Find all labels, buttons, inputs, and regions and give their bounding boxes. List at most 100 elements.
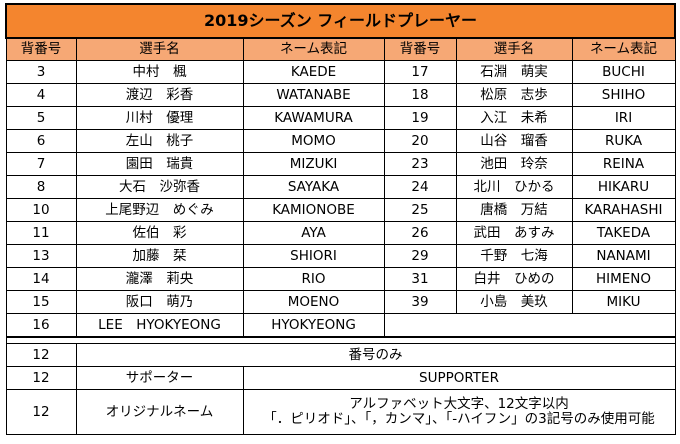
header-number-right: 背番号 <box>383 37 457 61</box>
table-row: 13 加藤 栞 SHIORI 29 千野 七海 NANAMI <box>5 244 676 268</box>
title-row: 2019シーズン フィールドプレーヤー <box>5 3 676 39</box>
player-roman-name-left: MIZUKI <box>242 152 385 176</box>
player-roman-name-left: AYA <box>242 221 385 245</box>
note-value-line: アルファベット大文字、12文字以内 <box>349 396 569 413</box>
player-name-left: 加藤 栞 <box>75 244 244 268</box>
player-name-right: 山谷 瑠香 <box>455 129 573 153</box>
player-number-right: 29 <box>383 244 457 268</box>
note-value: SUPPORTER <box>242 366 676 390</box>
player-name-left: 大石 沙弥香 <box>75 175 244 199</box>
player-name-table: 2019シーズン フィールドプレーヤー 背番号 選手名 ネーム表記 背番号 選手… <box>5 3 676 435</box>
player-number-left: 10 <box>5 198 77 222</box>
spacer-cell <box>5 337 676 344</box>
header-player-name-left: 選手名 <box>75 37 244 61</box>
player-number-left: 7 <box>5 152 77 176</box>
note-value: 番号のみ <box>75 343 676 367</box>
player-name-left: 上尾野辺 めぐみ <box>75 198 244 222</box>
player-roman-name-right: TAKEDA <box>571 221 676 245</box>
note-number: 12 <box>5 389 77 435</box>
player-number-right: 20 <box>383 129 457 153</box>
header-name-notation-left: ネーム表記 <box>242 37 385 61</box>
player-name-right: 唐橋 万結 <box>455 198 573 222</box>
table-row: 16 LEE HYOKYEONG HYOKYEONG <box>5 313 676 338</box>
player-number-left: 13 <box>5 244 77 268</box>
table-row: 4 渡辺 彩香 WATANABE 18 松原 志歩 SHIHO <box>5 83 676 107</box>
player-roman-name-left: MOMO <box>242 129 385 153</box>
player-name-left: 園田 瑞貴 <box>75 152 244 176</box>
player-roman-name-right: KARAHASHI <box>571 198 676 222</box>
header-number-left: 背番号 <box>5 37 77 61</box>
table-row: 11 佐伯 彩 AYA 26 武田 あすみ TAKEDA <box>5 221 676 245</box>
note-label: オリジナルネーム <box>75 389 244 435</box>
player-number-left: 4 <box>5 83 77 107</box>
player-number-left: 6 <box>5 129 77 153</box>
player-name-left: 瀧澤 莉央 <box>75 267 244 291</box>
player-number-left: 15 <box>5 290 77 314</box>
player-roman-name-right: IRI <box>571 106 676 130</box>
player-name-right: 入江 未希 <box>455 106 573 130</box>
note-number: 12 <box>5 366 77 390</box>
player-roman-name-left: RIO <box>242 267 385 291</box>
player-number-right: 23 <box>383 152 457 176</box>
player-name-left: 川村 優理 <box>75 106 244 130</box>
player-name-right: 千野 七海 <box>455 244 573 268</box>
player-roman-name-right: NANAMI <box>571 244 676 268</box>
table-row: 6 左山 桃子 MOMO 20 山谷 瑠香 RUKA <box>5 129 676 153</box>
player-name-right: 北川 ひかる <box>455 175 573 199</box>
player-number-left: 11 <box>5 221 77 245</box>
player-number-right: 19 <box>383 106 457 130</box>
player-name-left: 渡辺 彩香 <box>75 83 244 107</box>
player-name-left: 佐伯 彩 <box>75 221 244 245</box>
player-name-left: 左山 桃子 <box>75 129 244 153</box>
note-number: 12 <box>5 343 77 367</box>
table-title: 2019シーズン フィールドプレーヤー <box>5 3 676 39</box>
table-row: 14 瀧澤 莉央 RIO 31 白井 ひめの HIMENO <box>5 267 676 291</box>
player-roman-name-left: KAMIONOBE <box>242 198 385 222</box>
player-name-right: 武田 あすみ <box>455 221 573 245</box>
empty-cell <box>383 313 676 338</box>
player-roman-name-left: SHIORI <box>242 244 385 268</box>
player-number-right: 25 <box>383 198 457 222</box>
player-roman-name-right: HIKARU <box>571 175 676 199</box>
player-number-right: 26 <box>383 221 457 245</box>
player-roman-name-left: HYOKYEONG <box>242 313 385 338</box>
table-row: 7 園田 瑞貴 MIZUKI 23 池田 玲奈 REINA <box>5 152 676 176</box>
player-number-right: 24 <box>383 175 457 199</box>
player-name-right: 白井 ひめの <box>455 267 573 291</box>
note-row: 12 番号のみ <box>5 343 676 367</box>
player-name-left: 中村 楓 <box>75 60 244 84</box>
player-number-left: 5 <box>5 106 77 130</box>
table-row: 3 中村 楓 KAEDE 17 石淵 萌実 BUCHI <box>5 60 676 84</box>
player-roman-name-left: KAEDE <box>242 60 385 84</box>
table-row: 8 大石 沙弥香 SAYAKA 24 北川 ひかる HIKARU <box>5 175 676 199</box>
player-roman-name-right: RUKA <box>571 129 676 153</box>
header-name-notation-right: ネーム表記 <box>571 37 676 61</box>
player-number-right: 31 <box>383 267 457 291</box>
player-roman-name-left: MOENO <box>242 290 385 314</box>
player-roman-name-right: SHIHO <box>571 83 676 107</box>
player-number-right: 18 <box>383 83 457 107</box>
player-name-left: LEE HYOKYEONG <box>75 313 244 338</box>
note-value: アルファベット大文字、12文字以内 「．ピリオド」、「，カンマ」、「-ハイフン」の… <box>242 389 676 435</box>
player-name-left: 阪口 萌乃 <box>75 290 244 314</box>
player-number-left: 3 <box>5 60 77 84</box>
player-roman-name-left: WATANABE <box>242 83 385 107</box>
player-number-right: 17 <box>383 60 457 84</box>
player-roman-name-left: SAYAKA <box>242 175 385 199</box>
player-roman-name-left: KAWAMURA <box>242 106 385 130</box>
table-row: 10 上尾野辺 めぐみ KAMIONOBE 25 唐橋 万結 KARAHASHI <box>5 198 676 222</box>
note-label: サポーター <box>75 366 244 390</box>
spacer-row <box>5 337 676 344</box>
player-number-left: 16 <box>5 313 77 338</box>
note-row: 12 オリジナルネーム アルファベット大文字、12文字以内 「．ピリオド」、「，カンマ… <box>5 389 676 435</box>
player-number-left: 14 <box>5 267 77 291</box>
player-name-right: 池田 玲奈 <box>455 152 573 176</box>
player-name-right: 小島 美玖 <box>455 290 573 314</box>
header-row: 背番号 選手名 ネーム表記 背番号 選手名 ネーム表記 <box>5 37 676 61</box>
player-name-right: 石淵 萌実 <box>455 60 573 84</box>
player-roman-name-right: BUCHI <box>571 60 676 84</box>
player-number-right: 39 <box>383 290 457 314</box>
player-roman-name-right: REINA <box>571 152 676 176</box>
table-body: 2019シーズン フィールドプレーヤー 背番号 選手名 ネーム表記 背番号 選手… <box>5 3 676 435</box>
player-name-right: 松原 志歩 <box>455 83 573 107</box>
